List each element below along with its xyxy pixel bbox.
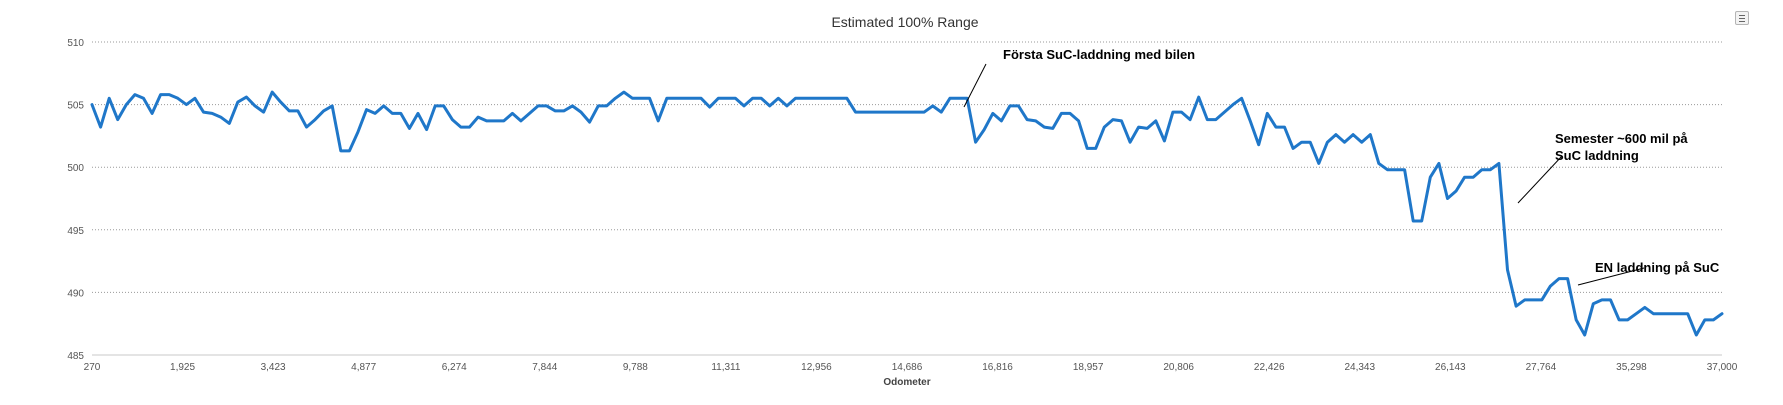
x-tick-label: 27,764 bbox=[1526, 362, 1557, 373]
x-tick-label: 14,686 bbox=[892, 362, 923, 373]
x-tick-label: 35,298 bbox=[1616, 362, 1647, 373]
x-tick-label: 20,806 bbox=[1163, 362, 1194, 373]
x-tick-label: 24,343 bbox=[1344, 362, 1375, 373]
menu-icon bbox=[1739, 15, 1745, 16]
x-tick-label: 11,311 bbox=[711, 362, 741, 373]
annotation-pointer bbox=[963, 63, 987, 108]
y-tick-label: 490 bbox=[67, 288, 84, 299]
x-tick-label: 16,816 bbox=[982, 362, 1013, 373]
x-axis-title: Odometer bbox=[883, 377, 930, 388]
annotation-text: EN laddning på SuC bbox=[1595, 260, 1720, 275]
menu-icon bbox=[1739, 21, 1745, 22]
annotation-text: SuC laddning bbox=[1555, 148, 1639, 163]
y-tick-label: 495 bbox=[67, 226, 84, 237]
annotation-pointer bbox=[1517, 155, 1563, 204]
x-axis-ticks: 270 1,925 3,423 4,877 6,274 7,844 9,788 11,311 1… bbox=[84, 362, 1738, 373]
x-tick-label: 3,423 bbox=[261, 362, 286, 373]
y-tick-label: 510 bbox=[67, 38, 84, 49]
series-line bbox=[90, 90, 1724, 337]
x-tick-label: 4,877 bbox=[351, 362, 376, 373]
annotation-text: Semester ~600 mil på bbox=[1555, 131, 1688, 146]
x-tick-label: 18,957 bbox=[1073, 362, 1104, 373]
x-tick-label: 26,143 bbox=[1435, 362, 1466, 373]
series-layer bbox=[90, 90, 1724, 337]
annotations: Första SuC-laddning med bilen Semester ~6… bbox=[963, 47, 1720, 286]
chart-title: Estimated 100% Range bbox=[831, 14, 978, 30]
y-tick-label: 505 bbox=[67, 101, 84, 112]
x-tick-label: 1,925 bbox=[170, 362, 195, 373]
x-tick-label: 37,000 bbox=[1707, 362, 1738, 373]
menu-icon bbox=[1739, 18, 1745, 19]
gridlines bbox=[92, 41, 1722, 293]
chart-menu-button[interactable] bbox=[1735, 11, 1749, 25]
x-tick-label: 12,956 bbox=[801, 362, 832, 373]
x-tick-label: 6,274 bbox=[442, 362, 467, 373]
x-tick-label: 7,844 bbox=[532, 362, 557, 373]
annotation-text: Första SuC-laddning med bilen bbox=[1003, 47, 1195, 62]
x-tick-label: 270 bbox=[84, 362, 101, 373]
x-tick-label: 22,426 bbox=[1254, 362, 1285, 373]
y-tick-label: 500 bbox=[67, 163, 84, 174]
x-tick-label: 9,788 bbox=[623, 362, 648, 373]
annotation-pointer bbox=[1577, 267, 1645, 286]
y-axis-ticks: 510 505 500 495 490 485 bbox=[67, 38, 84, 362]
y-tick-label: 485 bbox=[67, 351, 84, 362]
